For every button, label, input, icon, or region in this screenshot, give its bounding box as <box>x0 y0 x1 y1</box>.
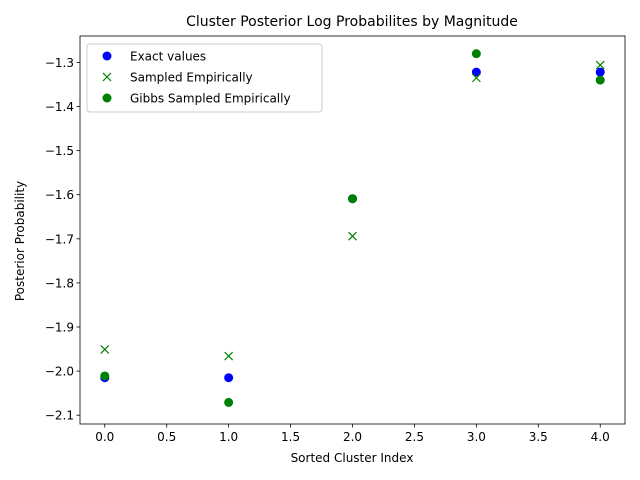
legend-marker <box>102 72 112 82</box>
legend-label: Sampled Empirically <box>130 71 253 85</box>
x-marker-stroke <box>224 351 234 361</box>
data-point <box>471 67 481 77</box>
legend-label: Gibbs Sampled Empirically <box>130 92 291 106</box>
x-marker-stroke <box>102 72 112 82</box>
x-axis-label: Sorted Cluster Index <box>291 451 414 465</box>
x-tick-label: 0.0 <box>95 430 114 444</box>
x-tick-label: 2.5 <box>405 430 424 444</box>
y-tick-label: −1.6 <box>45 188 74 202</box>
data-point <box>595 60 605 70</box>
data-point <box>348 194 357 204</box>
data-point <box>224 373 234 383</box>
data-point <box>100 345 110 354</box>
x-tick-label: 2.0 <box>343 430 362 444</box>
x-tick-label: 1.5 <box>281 430 300 444</box>
y-tick-label: −1.3 <box>45 56 74 70</box>
legend-marker <box>102 51 112 61</box>
data-point <box>224 351 234 361</box>
x-tick-label: 0.5 <box>157 430 176 444</box>
data-point <box>224 397 234 407</box>
y-tick-label: −2.1 <box>45 409 74 423</box>
x-tick-label: 3.5 <box>529 430 548 444</box>
series-2 <box>100 49 605 407</box>
data-point <box>595 67 605 77</box>
y-tick-label: −1.9 <box>45 321 74 335</box>
chart-title: Cluster Posterior Log Probabilites by Ma… <box>186 14 518 30</box>
series-1 <box>100 60 605 361</box>
legend-box <box>86 43 323 113</box>
data-point <box>471 49 481 59</box>
y-tick-label: −1.5 <box>45 144 74 158</box>
series-0 <box>100 67 605 383</box>
data-point <box>595 75 605 85</box>
y-axis-label: Posterior Probability <box>13 181 27 301</box>
x-tick-label: 1.0 <box>219 430 238 444</box>
x-marker-stroke <box>100 345 110 354</box>
legend-marker <box>102 93 112 103</box>
x-tick-label: 3.0 <box>467 430 486 444</box>
data-point <box>100 371 110 381</box>
x-marker-stroke <box>595 60 605 70</box>
x-marker-stroke <box>471 73 481 83</box>
plot-area: 0.0 0.5 1.0 1.5 2.0 2.5 3.0 3.5 4.0 −2.1 −2.0 −1.9 −… <box>45 35 626 444</box>
data-point <box>348 231 357 241</box>
x-tick-label: 4.0 <box>591 430 610 444</box>
y-tick-label: −1.8 <box>45 276 74 290</box>
x-marker-stroke <box>348 231 357 241</box>
y-tick-label: −1.4 <box>45 100 74 114</box>
legend-label: Exact values <box>130 50 206 64</box>
legend: Exact values Sampled Empirically Gibbs Sam… <box>86 43 323 113</box>
data-point <box>471 73 481 83</box>
y-tick-label: −2.0 <box>45 365 74 379</box>
y-tick-label: −1.7 <box>45 232 74 246</box>
